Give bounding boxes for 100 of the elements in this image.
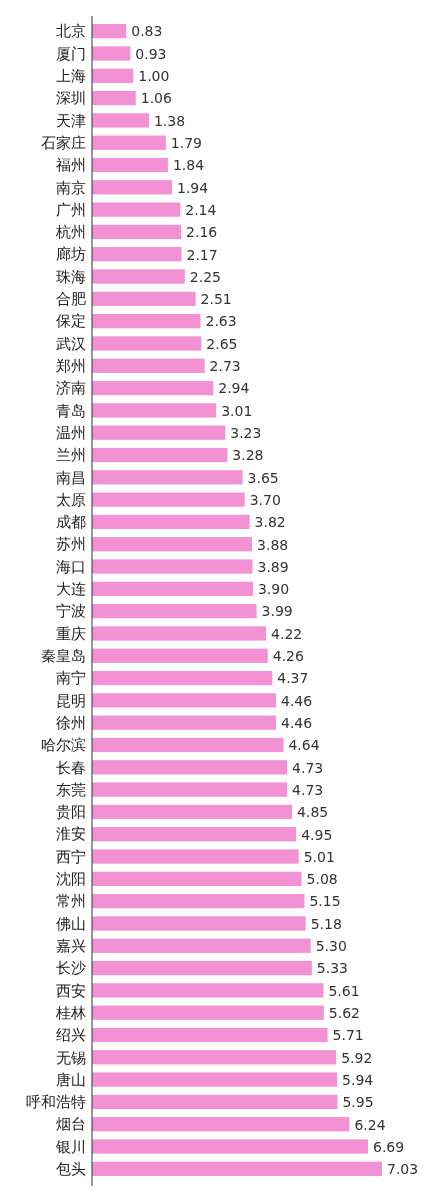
y-tick-label: 哈尔滨 [41, 736, 86, 755]
y-tick-label: 深圳 [56, 89, 86, 108]
bar [92, 202, 181, 217]
bar [92, 180, 173, 195]
y-tick-label: 无锡 [56, 1048, 86, 1067]
data-label: 3.23 [230, 425, 262, 442]
y-tick-label: 昆明 [56, 691, 86, 710]
data-label: 2.14 [185, 201, 217, 218]
y-tick-label: 长沙 [56, 959, 86, 978]
bar [92, 782, 288, 797]
bar [92, 291, 196, 306]
bar [92, 90, 136, 106]
data-label: 4.95 [301, 826, 333, 843]
data-label: 4.46 [280, 715, 313, 732]
y-tick-label: 沈阳 [56, 870, 86, 889]
y-tick-label: 青岛 [56, 401, 86, 420]
y-tick-label: 嘉兴 [56, 937, 86, 956]
y-tick-label: 石家庄 [41, 133, 86, 152]
data-label: 6.24 [354, 1116, 386, 1133]
data-label: 3.01 [221, 402, 253, 419]
data-label: 3.90 [257, 581, 290, 598]
bar [92, 916, 306, 931]
bar [92, 894, 305, 909]
bar [92, 670, 273, 686]
y-tick-label: 宁波 [56, 602, 86, 621]
data-label: 3.99 [261, 603, 293, 620]
data-label: 4.85 [297, 804, 329, 821]
data-label: 5.62 [328, 1005, 361, 1022]
data-label: 7.03 [387, 1161, 419, 1178]
data-label: 2.94 [218, 380, 250, 397]
data-label: 5.01 [303, 848, 335, 865]
data-label: 1.84 [172, 157, 205, 174]
y-tick-label: 珠海 [56, 267, 86, 286]
data-label: 5.08 [306, 871, 338, 888]
data-label: 5.33 [316, 960, 349, 977]
bar [92, 581, 253, 596]
bar [92, 514, 250, 530]
data-label: 0.83 [131, 23, 163, 40]
data-label: 1.79 [170, 135, 203, 152]
y-tick-label: 西安 [56, 981, 86, 1000]
data-label: 5.61 [328, 982, 360, 999]
y-tick-label: 银川 [55, 1137, 86, 1156]
bar [92, 269, 185, 284]
bar [92, 46, 131, 61]
bar [92, 224, 182, 240]
y-tick-label: 温州 [56, 423, 86, 442]
data-label: 4.64 [288, 737, 320, 754]
y-tick-label: 武汉 [56, 334, 86, 353]
bar [92, 24, 127, 39]
bar [92, 358, 205, 373]
bar [92, 804, 293, 820]
data-label: 5.18 [310, 915, 342, 932]
bar [92, 1072, 338, 1087]
bar [92, 871, 302, 886]
data-label: 3.70 [249, 491, 281, 508]
y-tick-label: 杭州 [55, 223, 86, 242]
bar [92, 559, 253, 574]
bar [92, 1005, 324, 1020]
data-label: 1.94 [177, 179, 209, 196]
data-label: 2.65 [206, 335, 238, 352]
bar [92, 403, 217, 418]
bar [92, 470, 243, 485]
y-tick-label: 桂林 [55, 1003, 86, 1022]
y-tick-label: 长春 [56, 758, 86, 777]
bar [92, 157, 168, 173]
data-label: 5.95 [342, 1094, 374, 1111]
y-tick-label: 苏州 [56, 535, 86, 554]
bar [92, 537, 253, 552]
y-tick-label: 成都 [56, 513, 86, 532]
data-label: 1.00 [138, 68, 170, 85]
data-label: 4.73 [292, 759, 324, 776]
data-label: 3.65 [247, 469, 279, 486]
data-label: 2.73 [209, 358, 241, 375]
y-tick-label: 烟台 [56, 1115, 86, 1134]
bar [92, 1139, 368, 1154]
bar [92, 983, 324, 998]
data-label: 5.30 [315, 938, 347, 955]
data-label: 3.88 [257, 536, 289, 553]
bar [92, 693, 276, 708]
bar [92, 1050, 337, 1065]
bar [92, 737, 284, 753]
y-tick-label: 南宁 [56, 669, 86, 688]
bar [92, 135, 166, 150]
y-tick-label: 北京 [56, 22, 86, 41]
data-label: 5.94 [342, 1071, 374, 1088]
y-tick-label: 秦皇岛 [41, 647, 86, 666]
data-label: 4.37 [277, 670, 309, 687]
y-tick-label: 呼和浩特 [26, 1093, 86, 1112]
bar [92, 380, 214, 396]
data-label: 2.17 [186, 246, 218, 263]
y-tick-label: 佛山 [56, 914, 86, 933]
y-tick-label: 广州 [56, 200, 86, 219]
y-tick-label: 唐山 [56, 1070, 86, 1089]
bar [92, 68, 134, 83]
y-tick-label: 上海 [56, 67, 86, 86]
bar [92, 849, 299, 864]
data-label: 1.38 [153, 112, 186, 129]
data-label: 6.69 [372, 1138, 405, 1155]
data-label: 2.16 [186, 224, 218, 241]
data-label: 3.89 [257, 558, 289, 575]
